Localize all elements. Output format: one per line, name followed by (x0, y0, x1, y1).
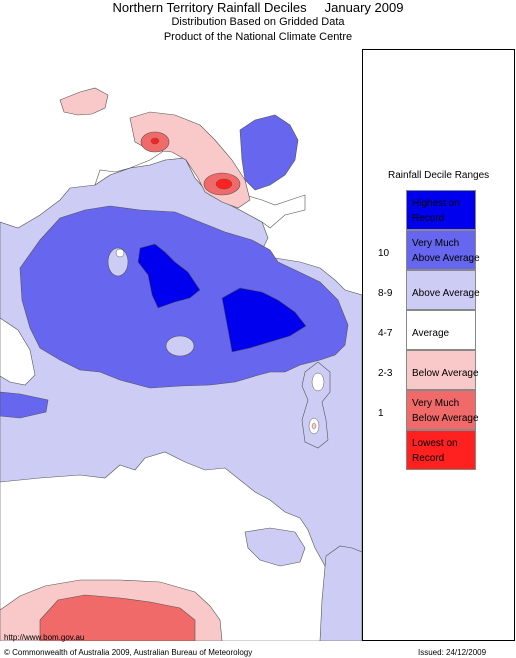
region-very-much-above-west (0, 391, 49, 419)
legend-label-above: Above Average (412, 288, 480, 299)
region-above-average-southeast (319, 545, 362, 641)
legend-swatch-below (406, 350, 476, 390)
footer-url-link[interactable]: http://www.bom.gov.au (4, 633, 85, 642)
region-average-pocket-1 (115, 248, 125, 258)
map-title: Northern Territory Rainfall Deciles Janu… (112, 0, 404, 15)
legend-rank-average: 4-7 (378, 328, 393, 339)
region-highest-1 (137, 243, 201, 309)
region-highest-2 (221, 287, 307, 353)
map-subtitle-distribution: Distribution Based on Gridded Data (171, 16, 345, 28)
legend-swatch-highest (406, 190, 476, 230)
region-above-average-arnhem (94, 147, 306, 229)
region-lowest-1 (150, 137, 160, 145)
legend-label-very-much-below: Very Much Below Average (412, 398, 479, 424)
legend-rank-very-much-above: 10 (378, 248, 390, 259)
region-average-west-pocket (0, 317, 36, 386)
region-above-average-pocket-2 (165, 335, 195, 357)
legend-swatch-lowest (406, 430, 476, 470)
footer-copyright: © Commonwealth of Australia 2009, Austra… (4, 648, 253, 657)
region-below-average-pocket-east (311, 422, 317, 430)
region-very-much-below-south (39, 594, 196, 641)
footer-issued-date: Issued: 24/12/2009 (418, 648, 487, 657)
legend-rank-very-much-below: 1 (378, 408, 384, 419)
legend-rank-above: 8-9 (378, 288, 393, 299)
map-subtitle-product: Product of the National Climate Centre (163, 31, 353, 43)
legend-rank-below: 2-3 (378, 368, 393, 379)
legend-label-lowest: Lowest on Record (412, 438, 458, 464)
region-below-average-tiwi (59, 87, 109, 116)
rainfall-decile-map (0, 49, 363, 641)
legend-label-very-much-above: Very Much Above Average (412, 238, 480, 264)
legend-swatch-very-much-below (406, 390, 476, 430)
legend-swatch-above (406, 270, 476, 310)
region-lowest-2 (215, 178, 233, 190)
region-above-average-south-mid (244, 527, 306, 567)
legend-title: Rainfall Decile Ranges (388, 170, 490, 181)
legend-label-highest: Highest on Record (412, 198, 460, 224)
map-svg (0, 49, 362, 641)
legend-swatch-very-much-above (406, 230, 476, 270)
region-above-average-east-arnhem (239, 114, 299, 191)
legend-swatch-average (406, 310, 476, 350)
legend-label-average: Average (412, 328, 450, 339)
legend-label-below: Below Average (412, 368, 479, 379)
region-average-pocket-east-1 (311, 372, 325, 392)
